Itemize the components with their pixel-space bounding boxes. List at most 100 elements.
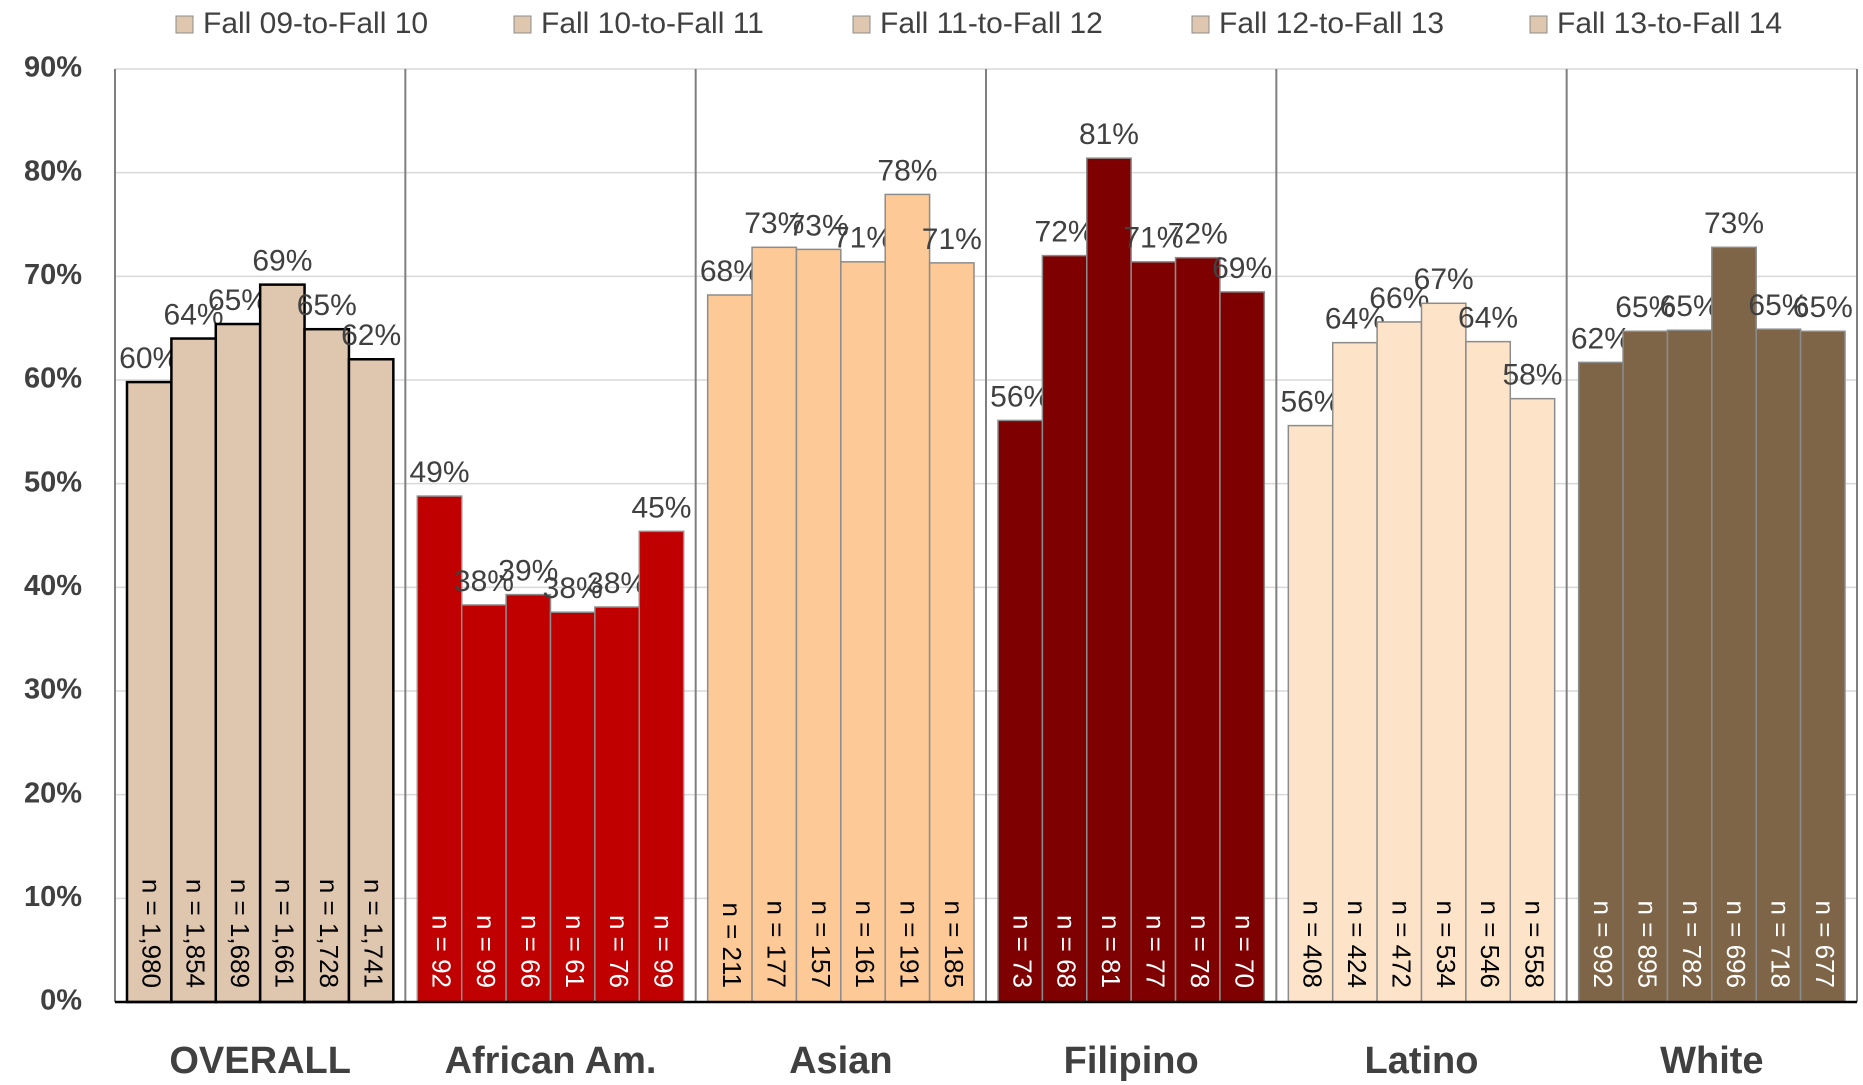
value-label: 73% <box>1704 207 1764 240</box>
n-label: n = 177 <box>761 901 791 988</box>
legend-swatch <box>852 15 871 34</box>
value-label: 69% <box>1212 252 1272 285</box>
n-label: n = 99 <box>649 915 679 988</box>
bar <box>594 606 641 1003</box>
bar <box>1420 302 1467 1003</box>
value-label: 56% <box>1281 386 1341 419</box>
y-tick-label: 30% <box>24 674 82 706</box>
bar <box>1174 256 1221 1003</box>
legend-swatch <box>175 15 194 34</box>
n-label: n = 558 <box>1520 901 1550 988</box>
value-label: 38% <box>454 565 514 598</box>
value-label: 65% <box>208 284 268 317</box>
y-tick-label: 90% <box>24 52 82 84</box>
bar <box>751 246 798 1003</box>
n-label: n = 68 <box>1052 915 1082 988</box>
x-tick-label: OVERALL <box>169 1040 351 1082</box>
value-label: 81% <box>1079 118 1139 151</box>
n-label: n = 99 <box>471 915 501 988</box>
value-label: 72% <box>1168 218 1228 251</box>
value-label: 38% <box>543 572 603 605</box>
bar <box>1622 330 1669 1003</box>
legend-label: Fall 09-to-Fall 10 <box>203 7 428 40</box>
bar <box>1509 397 1556 1003</box>
value-label: 58% <box>1502 359 1562 392</box>
value-label: 71% <box>1123 222 1183 255</box>
bar <box>1711 246 1757 1003</box>
value-label: 62% <box>341 319 401 352</box>
bar <box>928 262 975 1003</box>
n-label: n = 534 <box>1431 901 1461 988</box>
bar <box>884 193 931 1003</box>
legend-swatch <box>1191 15 1210 34</box>
value-label: 69% <box>252 245 312 278</box>
value-label: 62% <box>1571 322 1631 355</box>
bar <box>1376 321 1423 1003</box>
bar <box>1041 254 1088 1003</box>
bar <box>1219 291 1266 1003</box>
y-tick-label: 0% <box>40 985 82 1017</box>
n-label: n = 1,661 <box>269 879 299 988</box>
x-tick-label: Latino <box>1365 1040 1479 1082</box>
bar <box>1755 328 1802 1003</box>
bar <box>840 261 886 1003</box>
n-label: n = 895 <box>1632 901 1662 988</box>
value-label: 73% <box>744 207 804 240</box>
value-label: 66% <box>1369 282 1429 315</box>
n-label: n = 78 <box>1185 915 1215 988</box>
value-label: 64% <box>1325 303 1385 336</box>
value-label: 45% <box>631 491 691 524</box>
bar <box>170 337 218 1004</box>
value-label: 39% <box>498 555 558 588</box>
n-label: n = 185 <box>939 901 969 988</box>
x-tick-label: Filipino <box>1064 1040 1199 1082</box>
bar <box>347 358 395 1004</box>
n-label: n = 81 <box>1096 915 1126 988</box>
value-label: 65% <box>1660 290 1720 323</box>
n-label: n = 1,980 <box>136 879 166 988</box>
n-label: n = 424 <box>1342 901 1372 988</box>
n-label: n = 157 <box>806 901 836 988</box>
x-tick-label: African Am. <box>445 1040 657 1082</box>
n-label: n = 782 <box>1677 901 1707 988</box>
value-label: 65% <box>1793 291 1853 324</box>
n-label: n = 1,728 <box>314 879 344 988</box>
n-label: n = 472 <box>1386 901 1416 988</box>
y-tick-label: 60% <box>24 363 82 395</box>
bar <box>214 322 262 1004</box>
value-label: 56% <box>990 380 1050 413</box>
n-label: n = 992 <box>1588 901 1618 988</box>
x-tick-label: White <box>1660 1040 1763 1082</box>
value-label: 73% <box>789 209 849 242</box>
n-label: n = 66 <box>515 915 545 988</box>
n-label: n = 718 <box>1766 901 1796 988</box>
value-label: 38% <box>587 567 647 600</box>
bar <box>258 283 306 1004</box>
n-label: n = 161 <box>850 901 880 988</box>
y-tick-label: 20% <box>24 777 82 809</box>
value-label: 67% <box>1414 263 1474 296</box>
value-label: 65% <box>297 289 357 322</box>
y-tick-label: 70% <box>24 259 82 291</box>
n-label: n = 1,854 <box>181 879 211 988</box>
value-label: 65% <box>1615 291 1675 324</box>
legend-label: Fall 12-to-Fall 13 <box>1219 7 1444 40</box>
legend-label: Fall 10-to-Fall 11 <box>541 7 764 40</box>
value-label: 68% <box>700 255 760 288</box>
legend-swatch <box>1529 15 1548 34</box>
bar <box>997 419 1044 1003</box>
n-label: n = 191 <box>895 901 925 988</box>
value-label: 64% <box>164 298 224 331</box>
value-label: 64% <box>1458 302 1518 335</box>
value-label: 65% <box>1748 289 1808 322</box>
n-label: n = 77 <box>1140 915 1170 988</box>
n-label: n = 677 <box>1810 901 1840 988</box>
value-label: 60% <box>119 342 179 375</box>
legend-swatch <box>513 15 532 34</box>
bar <box>1666 329 1713 1003</box>
n-label: n = 696 <box>1721 901 1751 988</box>
bar <box>1130 261 1177 1003</box>
y-tick-label: 10% <box>24 881 82 913</box>
n-label: n = 61 <box>560 915 590 988</box>
